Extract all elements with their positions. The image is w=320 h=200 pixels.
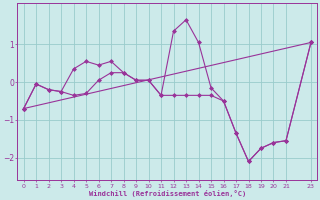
- X-axis label: Windchill (Refroidissement éolien,°C): Windchill (Refroidissement éolien,°C): [89, 190, 246, 197]
